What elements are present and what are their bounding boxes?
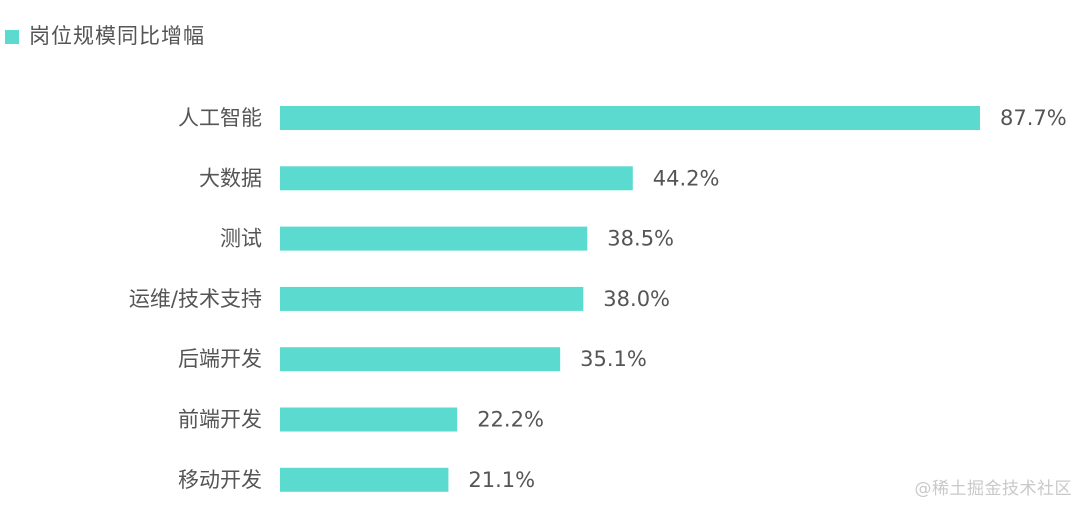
- value-label: 21.1%: [468, 468, 535, 492]
- value-label: 87.7%: [1000, 106, 1067, 130]
- bar: [280, 166, 633, 191]
- legend: 岗位规模同比增幅: [5, 26, 205, 47]
- category-label: 运维/技术支持: [129, 287, 262, 311]
- value-label: 35.1%: [580, 347, 647, 371]
- bar: [280, 106, 980, 130]
- value-label: 38.5%: [607, 227, 674, 251]
- value-label: 22.2%: [477, 408, 544, 432]
- category-label: 测试: [220, 227, 262, 251]
- category-label: 人工智能: [178, 106, 262, 130]
- bar: [280, 286, 584, 311]
- bar: [280, 226, 588, 251]
- category-label: 前端开发: [178, 408, 262, 432]
- bar: [280, 467, 449, 492]
- value-label: 44.2%: [653, 166, 720, 190]
- category-label: 大数据: [199, 166, 262, 190]
- legend-label: 岗位规模同比增幅: [29, 24, 205, 48]
- legend-swatch: [5, 29, 19, 44]
- category-label: 移动开发: [178, 468, 262, 492]
- bar: [280, 407, 458, 432]
- value-label: 38.0%: [603, 287, 670, 311]
- bar: [280, 347, 561, 372]
- watermark: @稀土掘金技术社区: [914, 479, 1072, 499]
- bars-layer: 人工智能 87.7% 大数据 44.2% 测试 38.5% 运维/技术支持 38.0% 后端开发…: [129, 106, 1067, 492]
- category-label: 后端开发: [178, 347, 262, 371]
